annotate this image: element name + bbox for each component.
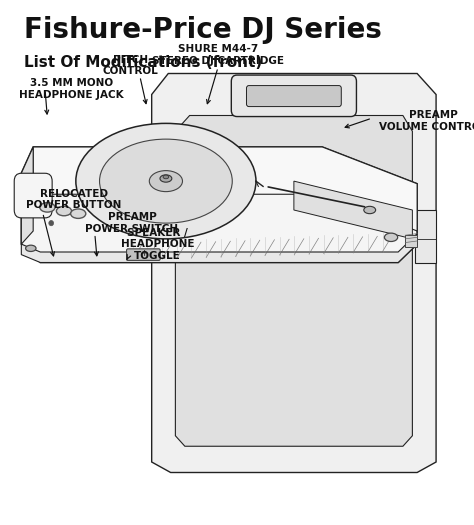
- FancyBboxPatch shape: [127, 249, 160, 260]
- FancyBboxPatch shape: [14, 173, 52, 218]
- Ellipse shape: [26, 245, 36, 251]
- Ellipse shape: [56, 206, 72, 216]
- Ellipse shape: [40, 203, 55, 212]
- Text: 3.5 MM MONO
HEADPHONE JACK: 3.5 MM MONO HEADPHONE JACK: [19, 78, 124, 100]
- Polygon shape: [175, 116, 412, 446]
- Text: PITCH
CONTROL: PITCH CONTROL: [102, 55, 158, 77]
- Text: RELOCATED
POWER BUTTON: RELOCATED POWER BUTTON: [26, 188, 121, 211]
- Ellipse shape: [364, 206, 375, 214]
- FancyBboxPatch shape: [231, 75, 356, 117]
- Polygon shape: [294, 181, 412, 239]
- Bar: [405, 235, 417, 247]
- Ellipse shape: [76, 123, 256, 239]
- Ellipse shape: [163, 175, 169, 179]
- FancyBboxPatch shape: [246, 86, 341, 107]
- Ellipse shape: [160, 175, 172, 182]
- Text: PREAMP
POWER SWITCH: PREAMP POWER SWITCH: [85, 212, 178, 234]
- Ellipse shape: [100, 139, 232, 223]
- Polygon shape: [152, 74, 436, 472]
- Polygon shape: [21, 234, 417, 262]
- Text: PREAMP
VOLUME CONTROL: PREAMP VOLUME CONTROL: [379, 110, 474, 132]
- Polygon shape: [21, 147, 417, 262]
- Ellipse shape: [71, 209, 86, 218]
- Polygon shape: [21, 147, 33, 244]
- Ellipse shape: [149, 171, 182, 192]
- Text: SPEAKER /
HEADPHONE
TOGGLE: SPEAKER / HEADPHONE TOGGLE: [121, 227, 194, 261]
- Text: Fishure-Price DJ Series: Fishure-Price DJ Series: [24, 16, 382, 44]
- Ellipse shape: [384, 233, 398, 242]
- Polygon shape: [33, 147, 417, 231]
- Circle shape: [49, 220, 54, 226]
- Polygon shape: [415, 210, 436, 262]
- Text: SHURE M44-7
STEREO DJ CARTRIDGE: SHURE M44-7 STEREO DJ CARTRIDGE: [152, 44, 284, 66]
- Text: List Of Modifications (front): List Of Modifications (front): [24, 55, 262, 70]
